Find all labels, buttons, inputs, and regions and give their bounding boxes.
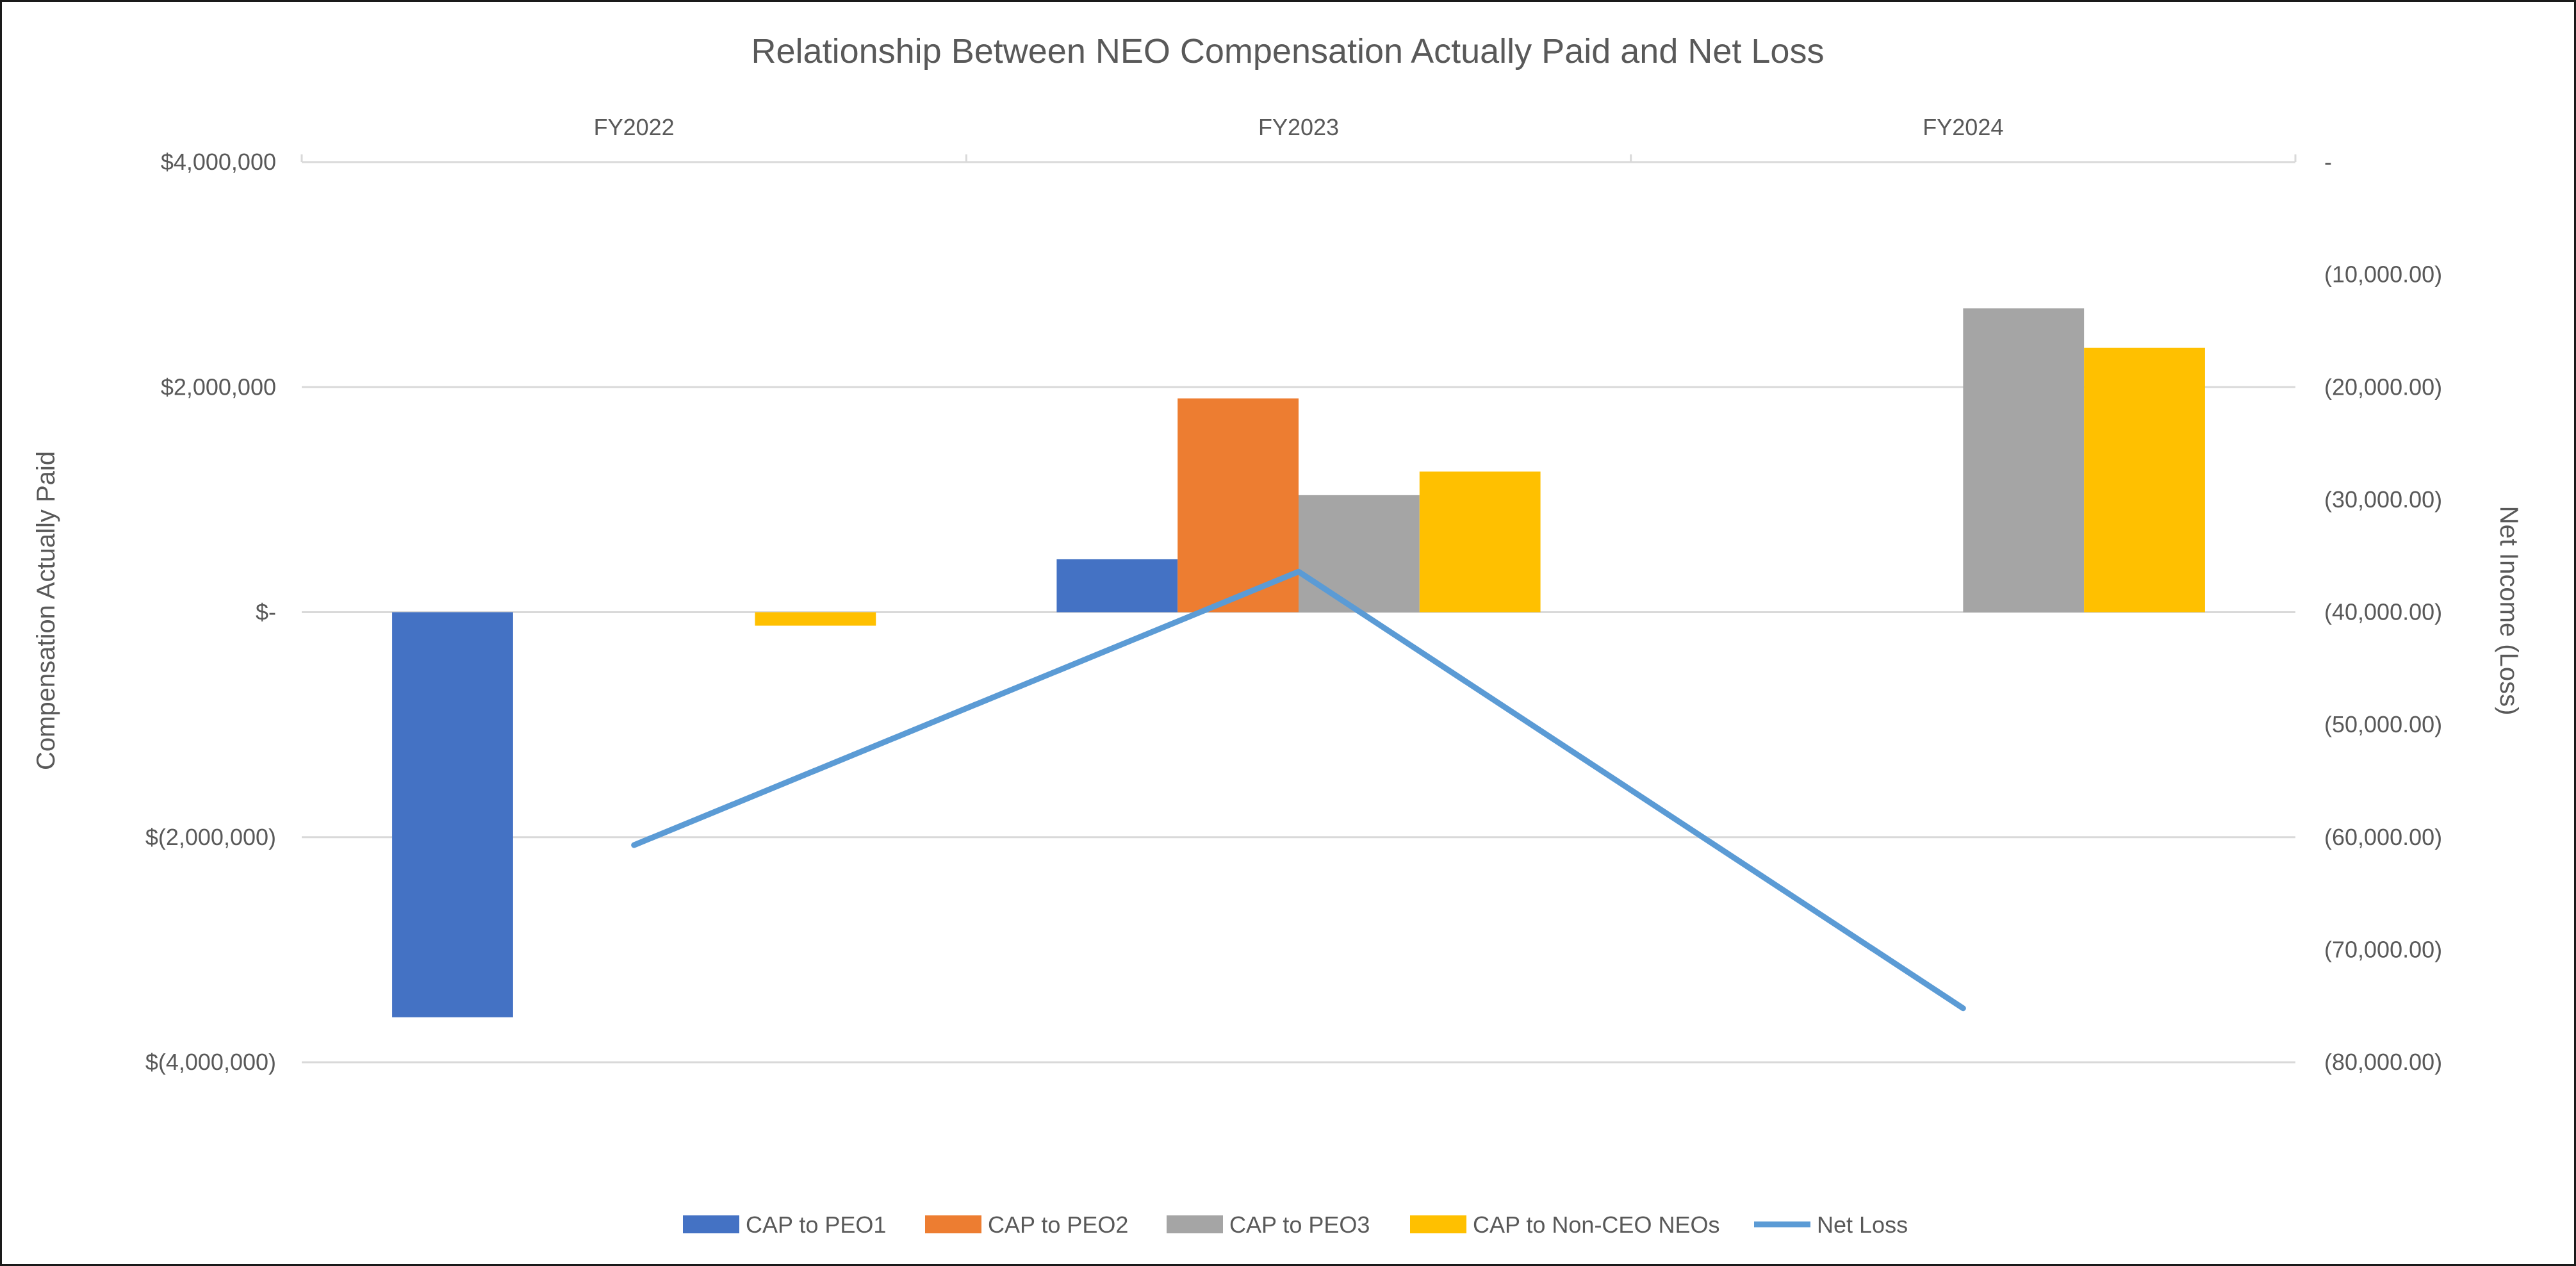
right-tick-label: (70,000.00) bbox=[2324, 936, 2442, 962]
bar-series bbox=[392, 308, 2205, 1017]
right-tick-label: (40,000.00) bbox=[2324, 599, 2442, 625]
left-tick-label: $(2,000,000) bbox=[145, 824, 276, 850]
legend-label: CAP to PEO1 bbox=[746, 1212, 886, 1238]
legend-swatch bbox=[1410, 1215, 1466, 1233]
legend-label: CAP to PEO2 bbox=[988, 1212, 1128, 1238]
bar-cap-to-peo2 bbox=[1177, 398, 1299, 612]
chart-title: Relationship Between NEO Compensation Ac… bbox=[751, 32, 1825, 70]
bar-cap-to-non-ceo-neos bbox=[2084, 347, 2205, 612]
bar-cap-to-peo1 bbox=[1056, 559, 1178, 612]
legend: CAP to PEO1 CAP to PEO2 CAP to PEO3 CAP to … bbox=[683, 1212, 1908, 1238]
left-tick-label: $4,000,000 bbox=[161, 149, 276, 175]
right-tick-label: - bbox=[2324, 149, 2332, 175]
right-axis-title: Net Income (Loss) bbox=[2495, 506, 2523, 716]
category-label: FY2022 bbox=[594, 114, 675, 140]
right-tick-label: (50,000.00) bbox=[2324, 711, 2442, 737]
left-tick-label: $- bbox=[256, 599, 276, 625]
bar-cap-to-peo1 bbox=[392, 612, 513, 1017]
legend-swatch bbox=[683, 1215, 739, 1233]
left-axis-title: Compensation Actually Paid bbox=[32, 451, 60, 770]
net-loss-line bbox=[631, 568, 1966, 1012]
category-label: FY2023 bbox=[1258, 114, 1339, 140]
category-label: FY2024 bbox=[1923, 114, 2003, 140]
legend-swatch bbox=[925, 1215, 981, 1233]
left-tick-label: $(4,000,000) bbox=[145, 1049, 276, 1075]
line-series bbox=[631, 568, 1966, 1012]
right-tick-label: (20,000.00) bbox=[2324, 374, 2442, 400]
category-axis: FY2022 FY2023 FY2024 bbox=[300, 114, 2297, 162]
legend-swatch bbox=[1167, 1215, 1223, 1233]
left-tick-label: $2,000,000 bbox=[161, 374, 276, 400]
legend-label: CAP to Non-CEO NEOs bbox=[1473, 1212, 1719, 1238]
legend-label: CAP to PEO3 bbox=[1229, 1212, 1370, 1238]
legend-label: Net Loss bbox=[1817, 1212, 1908, 1238]
right-tick-label: (10,000.00) bbox=[2324, 261, 2442, 288]
left-axis-ticks: $4,000,000 $2,000,000 $- $(2,000,000) $(4,00… bbox=[145, 149, 276, 1075]
right-tick-label: (60,000.00) bbox=[2324, 824, 2442, 850]
bar-cap-to-peo3 bbox=[1299, 495, 1420, 612]
bar-cap-to-non-ceo-neos bbox=[1419, 471, 1541, 612]
bar-cap-to-non-ceo-neos bbox=[755, 612, 876, 626]
right-tick-label: (80,000.00) bbox=[2324, 1049, 2442, 1075]
bar-cap-to-peo3 bbox=[1963, 308, 2085, 612]
right-axis-ticks: - (10,000.00) (20,000.00) (30,000.00) (40,00… bbox=[2324, 149, 2442, 1075]
right-tick-label: (30,000.00) bbox=[2324, 486, 2442, 513]
